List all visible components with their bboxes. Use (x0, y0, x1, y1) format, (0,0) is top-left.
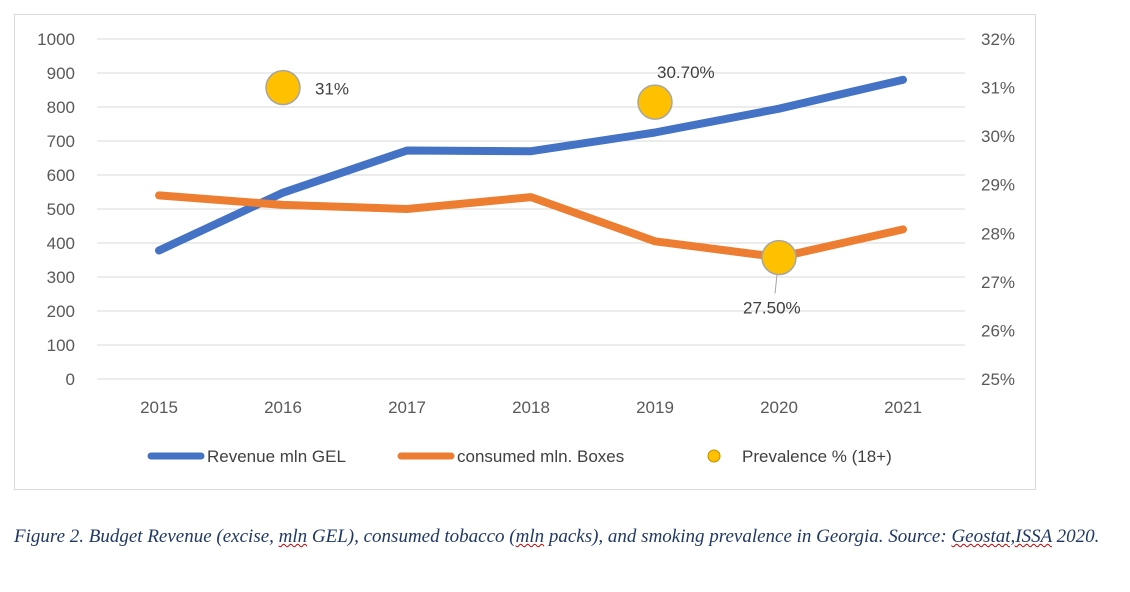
caption-text-5: packs), and smoking prevalence in Georgi… (544, 526, 952, 547)
legend: Revenue mln GEL consumed mln. Boxes Prev… (147, 447, 892, 466)
right-tick-label: 29% (981, 176, 1015, 195)
x-tick-label: 2016 (264, 398, 302, 417)
caption-text-6: Geostat,ISSA (951, 526, 1052, 547)
caption-text-1: Figure 2. Budget Revenue (excise, (14, 526, 279, 547)
prevalence-point (637, 84, 673, 120)
left-tick-label: 600 (47, 166, 75, 185)
caption-text-4: mln (515, 526, 545, 547)
left-axis-ticks: 0 100 200 300 400 500 600 700 800 900 1000 (37, 30, 75, 389)
right-tick-label: 28% (981, 224, 1015, 243)
x-tick-label: 2021 (884, 398, 922, 417)
chart-area: 0 100 200 300 400 500 600 700 800 900 1000 25% 26% 2… (14, 14, 1036, 490)
legend-revenue-label: Revenue mln GEL (207, 447, 346, 466)
figure-caption: Figure 2. Budget Revenue (excise, mln GE… (14, 524, 1114, 549)
caption-text-7: 2020. (1051, 526, 1100, 547)
x-tick-label: 2019 (636, 398, 674, 417)
left-tick-label: 500 (47, 200, 75, 219)
prevalence-point (761, 239, 797, 276)
gridlines (97, 38, 965, 380)
caption-text-3: GEL), consumed tobacco ( (307, 526, 516, 547)
prevalence-points: 31% 30.70% 27.50% (265, 63, 801, 318)
prevalence-leader-line (774, 274, 778, 294)
right-tick-label: 32% (981, 30, 1015, 49)
x-tick-label: 2017 (388, 398, 426, 417)
right-tick-label: 30% (981, 127, 1015, 146)
left-tick-label: 900 (47, 64, 75, 83)
legend-prevalence-label: Prevalence % (18+) (742, 447, 892, 466)
right-tick-label: 26% (981, 321, 1015, 340)
left-tick-label: 100 (47, 336, 75, 355)
right-tick-label: 25% (981, 370, 1015, 389)
revenue-line (155, 75, 907, 255)
caption-text-2: mln (278, 526, 308, 547)
x-axis-ticks: 2015 2016 2017 2018 2019 2020 2021 (140, 398, 922, 417)
left-tick-label: 1000 (37, 30, 75, 49)
left-tick-label: 200 (47, 302, 75, 321)
left-tick-label: 300 (47, 268, 75, 287)
right-axis-ticks: 25% 26% 27% 28% 29% 30% 31% 32% (981, 30, 1015, 389)
legend-prevalence-swatch (707, 449, 721, 463)
prevalence-data-label: 27.50% (743, 299, 801, 318)
right-tick-label: 27% (981, 273, 1015, 292)
prevalence-data-label: 31% (315, 80, 349, 99)
prevalence-point (265, 69, 301, 106)
x-tick-label: 2015 (140, 398, 178, 417)
left-tick-label: 800 (47, 98, 75, 117)
left-tick-label: 700 (47, 132, 75, 151)
x-tick-label: 2018 (512, 398, 550, 417)
x-tick-label: 2020 (760, 398, 798, 417)
series-lines (155, 75, 907, 262)
prevalence-data-label: 30.70% (657, 63, 715, 82)
legend-consumed-label: consumed mln. Boxes (457, 447, 624, 466)
left-tick-label: 0 (66, 370, 75, 389)
left-tick-label: 400 (47, 234, 75, 253)
right-tick-label: 31% (981, 79, 1015, 98)
